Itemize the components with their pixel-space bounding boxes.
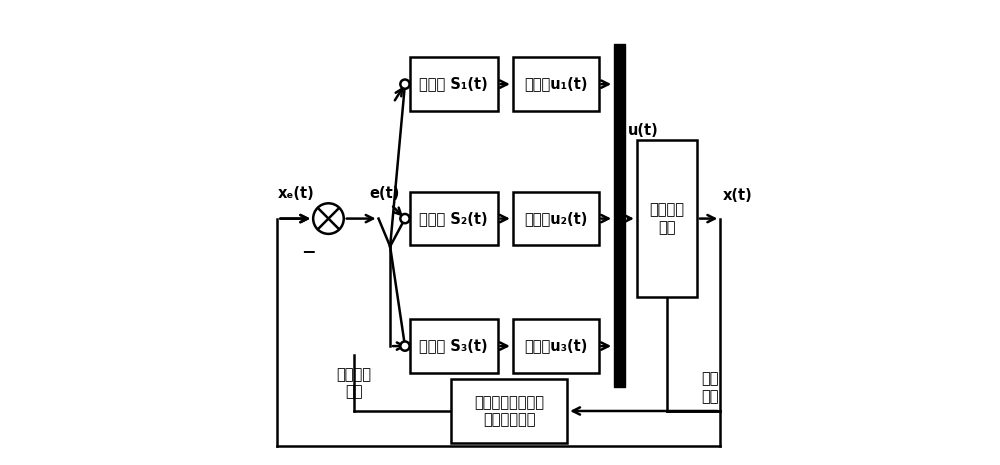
Text: 模糊神经网络预测
泥泥体积指数: 模糊神经网络预测 泥泥体积指数 [474,395,544,427]
Text: 滑模面 S₂(t): 滑模面 S₂(t) [419,211,488,226]
Text: u(t): u(t) [627,123,658,138]
Text: 滑模面 S₁(t): 滑模面 S₁(t) [419,77,488,92]
Text: xₑ(t): xₑ(t) [277,186,314,200]
Text: x(t): x(t) [723,188,752,203]
Circle shape [400,214,410,223]
Bar [410,192,498,245]
Bar [513,319,599,373]
Text: 控制律u₁(t): 控制律u₁(t) [524,77,587,92]
Circle shape [400,341,410,351]
Bar [513,58,599,111]
Bar [637,140,697,298]
Text: 污水处理
过程: 污水处理 过程 [649,202,684,235]
Text: 判断所处
工况: 判断所处 工况 [336,367,371,399]
Text: 水质
参数: 水质 参数 [702,372,719,404]
Circle shape [400,80,410,89]
Text: 控制律u₂(t): 控制律u₂(t) [524,211,587,226]
Circle shape [313,203,344,234]
Bar [410,319,498,373]
Text: 滑模面 S₃(t): 滑模面 S₃(t) [419,339,488,353]
Bar [451,379,567,444]
Text: e(t): e(t) [369,186,400,200]
Text: 控制律u₃(t): 控制律u₃(t) [524,339,587,353]
Bar [410,58,498,111]
Bar [513,192,599,245]
Text: −: − [301,242,316,260]
